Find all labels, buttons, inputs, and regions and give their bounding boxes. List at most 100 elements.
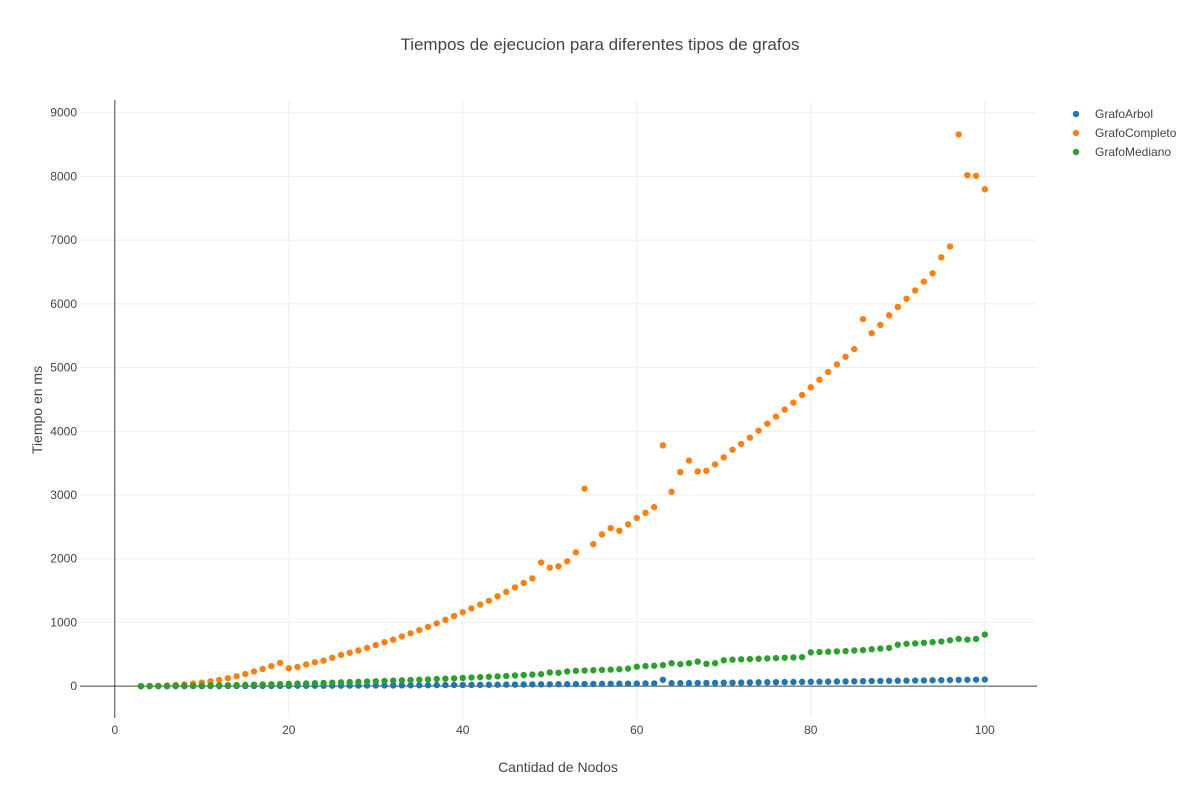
point-GrafoMediano	[398, 677, 406, 684]
point-GrafoMediano	[163, 682, 171, 690]
point-GrafoMediano	[651, 662, 658, 669]
point-GrafoMediano	[668, 660, 675, 667]
point-GrafoCompleto	[798, 391, 806, 399]
point-GrafoMediano	[642, 662, 649, 670]
point-GrafoMediano	[564, 668, 571, 675]
point-GrafoMediano	[477, 673, 484, 681]
point-GrafoMediano	[581, 667, 588, 674]
legend-item-GrafoArbol[interactable]: GrafoArbol	[1072, 107, 1153, 121]
point-GrafoMediano	[825, 648, 832, 655]
point-GrafoMediano	[885, 644, 893, 652]
point-GrafoMediano	[390, 677, 397, 684]
point-GrafoMediano	[511, 672, 519, 679]
tick-labels: 0 20 40 60 80 1000100020003000400050006000700…	[50, 106, 995, 737]
point-GrafoCompleto	[833, 361, 841, 368]
point-GrafoMediano	[920, 639, 928, 647]
point-GrafoArbol	[633, 680, 640, 687]
point-GrafoCompleto	[668, 488, 675, 496]
point-GrafoCompleto	[294, 663, 301, 671]
point-GrafoMediano	[181, 682, 188, 690]
point-GrafoCompleto	[851, 345, 858, 353]
point-GrafoCompleto	[520, 579, 527, 587]
y-tick-label: 7000	[50, 233, 77, 247]
point-GrafoArbol	[607, 680, 614, 687]
point-GrafoMediano	[633, 663, 640, 670]
point-GrafoMediano	[276, 680, 284, 688]
point-GrafoMediano	[877, 645, 884, 652]
point-GrafoCompleto	[938, 254, 945, 261]
point-GrafoMediano	[529, 671, 536, 678]
point-GrafoArbol	[381, 682, 388, 689]
point-GrafoMediano	[372, 678, 379, 685]
point-GrafoMediano	[624, 665, 632, 672]
point-GrafoArbol	[485, 681, 493, 688]
point-GrafoArbol	[903, 677, 910, 684]
point-GrafoArbol	[720, 679, 727, 686]
x-tick-label: 40	[456, 723, 470, 737]
point-GrafoArbol	[946, 676, 954, 684]
point-GrafoArbol	[842, 678, 849, 685]
point-GrafoCompleto	[581, 485, 588, 492]
point-GrafoCompleto	[381, 638, 388, 646]
y-tick-label: 6000	[50, 297, 77, 311]
point-GrafoArbol	[711, 679, 719, 687]
point-GrafoMediano	[329, 679, 336, 686]
point-GrafoCompleto	[972, 172, 980, 180]
x-tick-label: 0	[111, 723, 118, 737]
point-GrafoCompleto	[755, 427, 762, 434]
point-GrafoMediano	[781, 654, 788, 661]
point-GrafoArbol	[807, 678, 814, 686]
point-GrafoArbol	[703, 679, 710, 687]
point-GrafoArbol	[659, 676, 667, 683]
point-GrafoMediano	[216, 682, 223, 689]
y-tick-label: 1000	[50, 615, 77, 629]
point-GrafoArbol	[651, 680, 658, 687]
point-GrafoArbol	[564, 680, 571, 688]
legend-item-GrafoMediano[interactable]: GrafoMediano	[1072, 145, 1172, 159]
point-GrafoMediano	[242, 681, 249, 689]
point-GrafoMediano	[311, 679, 319, 687]
point-GrafoCompleto	[964, 171, 971, 179]
point-GrafoMediano	[912, 640, 919, 647]
point-GrafoCompleto	[946, 243, 954, 250]
legend-item-GrafoCompleto[interactable]: GrafoCompleto	[1072, 126, 1177, 140]
x-axis-title: Cantidad de Nodos	[498, 759, 618, 775]
point-GrafoArbol	[494, 681, 501, 688]
y-tick-label: 2000	[50, 552, 77, 566]
point-GrafoCompleto	[285, 665, 292, 672]
point-GrafoArbol	[798, 678, 806, 686]
legend-label: GrafoArbol	[1095, 107, 1153, 121]
point-GrafoCompleto	[511, 584, 519, 591]
point-GrafoCompleto	[772, 413, 780, 420]
point-GrafoArbol	[764, 679, 771, 686]
point-GrafoCompleto	[407, 630, 414, 637]
point-GrafoMediano	[590, 667, 597, 674]
point-GrafoCompleto	[894, 303, 901, 311]
point-GrafoCompleto	[216, 676, 223, 684]
point-GrafoCompleto	[912, 287, 919, 294]
point-GrafoArbol	[781, 678, 788, 686]
point-GrafoMediano	[972, 635, 980, 643]
x-tick-label: 20	[282, 723, 296, 737]
point-GrafoMediano	[268, 681, 275, 688]
legend[interactable]: GrafoArbol GrafoCompleto GrafoMediano	[1072, 107, 1177, 159]
point-GrafoCompleto	[450, 612, 458, 620]
point-GrafoMediano	[981, 631, 988, 638]
point-GrafoCompleto	[694, 468, 701, 475]
point-GrafoCompleto	[346, 649, 353, 656]
point-GrafoArbol	[520, 681, 527, 688]
point-GrafoMediano	[224, 681, 232, 689]
point-GrafoCompleto	[242, 670, 249, 678]
point-GrafoCompleto	[224, 674, 232, 682]
point-GrafoCompleto	[233, 673, 240, 680]
y-tick-label: 5000	[50, 361, 77, 375]
point-GrafoCompleto	[337, 651, 345, 659]
point-GrafoMediano	[842, 647, 849, 655]
point-GrafoArbol	[825, 678, 832, 685]
y-tick-label: 8000	[50, 169, 77, 183]
point-GrafoMediano	[172, 682, 179, 690]
point-GrafoMediano	[598, 666, 606, 674]
point-GrafoCompleto	[572, 549, 580, 556]
point-GrafoArbol	[677, 679, 684, 687]
